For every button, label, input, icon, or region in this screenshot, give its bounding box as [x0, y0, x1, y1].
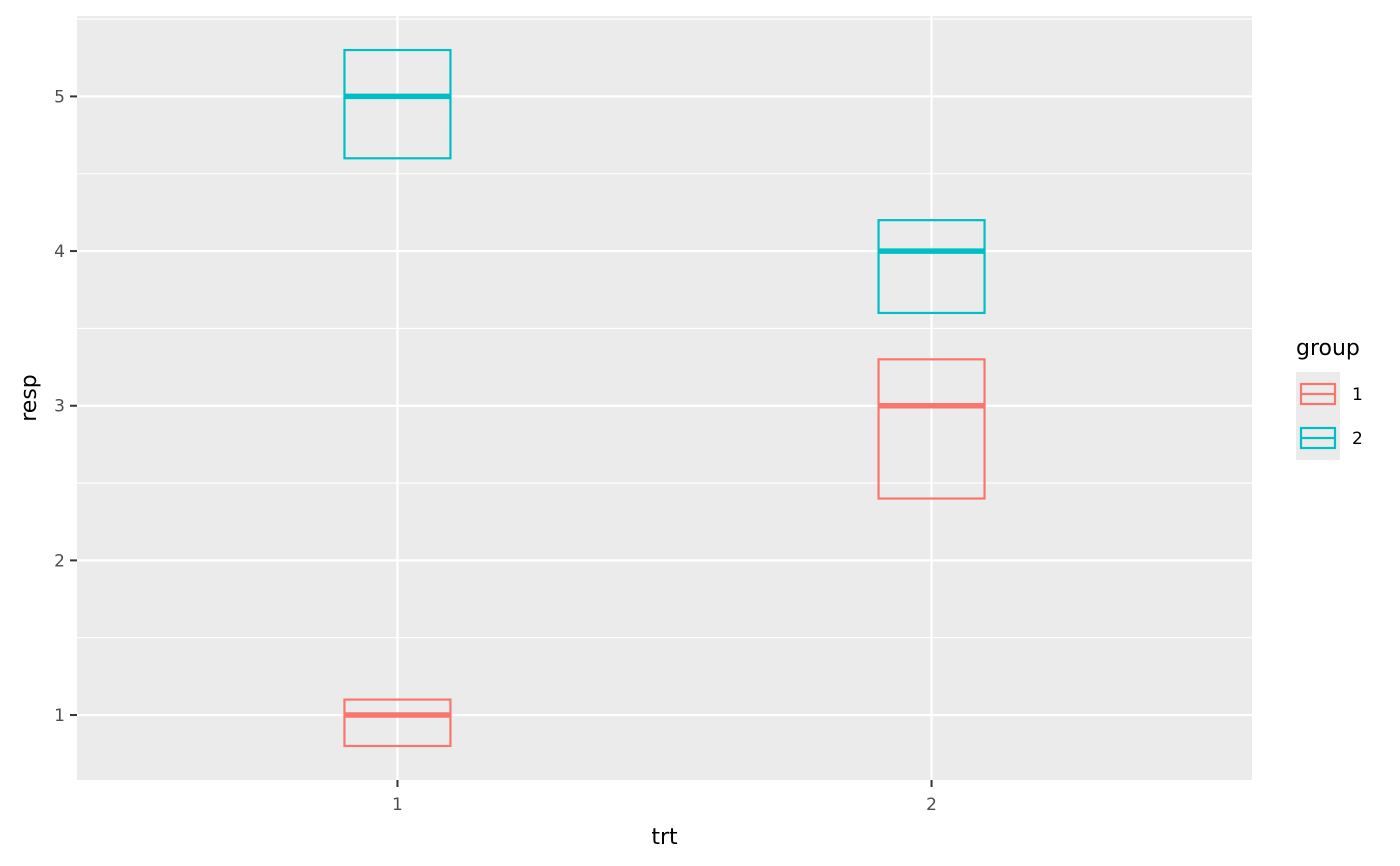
y-tick-label: 1	[54, 706, 65, 726]
crossbar-marks	[343, 48, 986, 748]
y-tick-label: 5	[54, 87, 65, 107]
legend-label: 2	[1352, 429, 1363, 449]
legend-label: 1	[1352, 385, 1363, 405]
x-axis-title: trt	[651, 825, 678, 850]
crossbar-box	[343, 48, 452, 160]
y-tick-label: 4	[54, 242, 65, 262]
plot-panel	[77, 16, 1252, 780]
y-axis-title: resp	[17, 374, 42, 422]
grid-minor	[77, 18, 1252, 639]
crossbar-box	[877, 219, 986, 315]
crossbar-box	[343, 698, 452, 748]
y-tick-label: 3	[54, 397, 65, 417]
legend-title: group	[1296, 336, 1360, 361]
x-tick-label: 1	[392, 795, 403, 815]
legend: group 1 2	[1296, 336, 1363, 460]
crossbar-box	[877, 358, 986, 500]
y-tick-label: 2	[54, 551, 65, 571]
y-axis: 1 2 3 4 5	[54, 87, 77, 726]
grid-major	[77, 16, 1252, 780]
x-tick-label: 2	[926, 795, 937, 815]
